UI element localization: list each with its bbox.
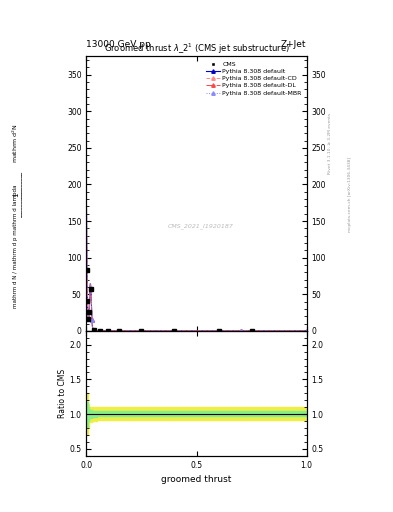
- Y-axis label: Ratio to CMS: Ratio to CMS: [58, 369, 67, 418]
- Text: Rivet 3.1.10, ≥ 3.2M events: Rivet 3.1.10, ≥ 3.2M events: [328, 113, 332, 174]
- X-axis label: groomed thrust: groomed thrust: [161, 475, 232, 484]
- Text: 13000 GeV pp: 13000 GeV pp: [86, 39, 151, 49]
- Text: 1: 1: [13, 193, 19, 197]
- Text: Z+Jet: Z+Jet: [281, 39, 307, 49]
- Title: Groomed thrust $\lambda\_2^1$ (CMS jet substructure): Groomed thrust $\lambda\_2^1$ (CMS jet s…: [104, 42, 289, 56]
- Legend: CMS, Pythia 8.308 default, Pythia 8.308 default-CD, Pythia 8.308 default-DL, Pyt: CMS, Pythia 8.308 default, Pythia 8.308 …: [204, 59, 303, 98]
- Text: ────────────────: ────────────────: [19, 172, 24, 218]
- Text: mathrm d N / mathrm d p mathrm d lambda: mathrm d N / mathrm d p mathrm d lambda: [13, 184, 18, 308]
- Text: mcplots.cern.ch [arXiv:1306.3438]: mcplots.cern.ch [arXiv:1306.3438]: [348, 157, 352, 232]
- Text: CMS_2021_I1920187: CMS_2021_I1920187: [168, 224, 234, 229]
- Text: mathrm d$^2$N: mathrm d$^2$N: [11, 123, 20, 163]
